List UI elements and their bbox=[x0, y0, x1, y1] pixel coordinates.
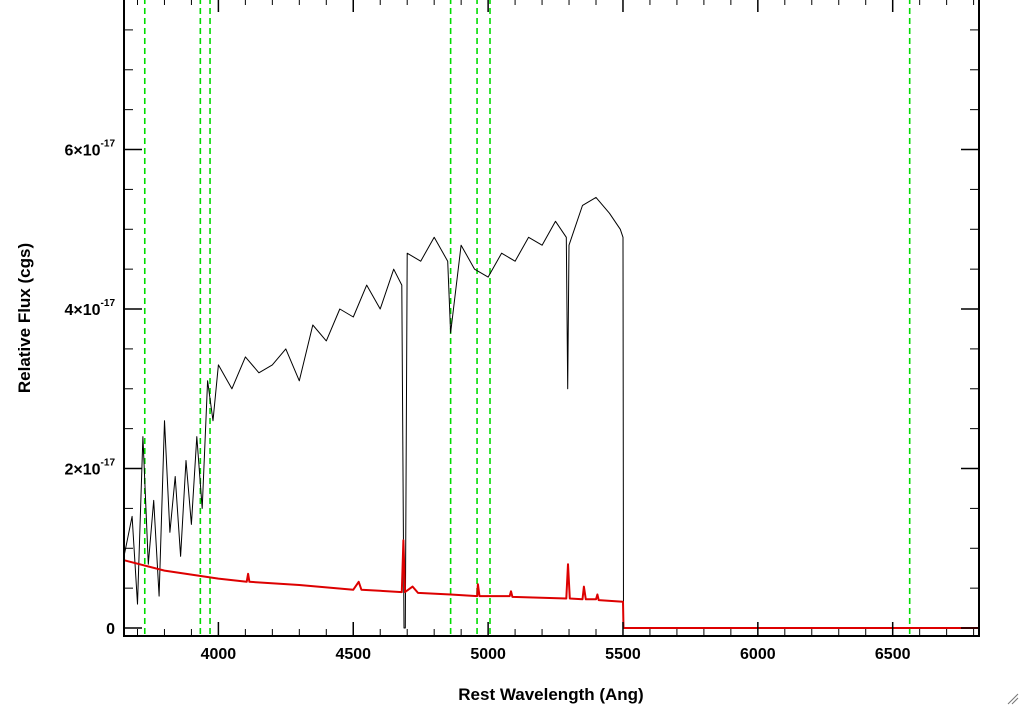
x-axis-ticks: 4000 4500 5000 5500 6000 6500 bbox=[136, 0, 975, 663]
x-tick-label: 5000 bbox=[470, 646, 506, 663]
series-layer bbox=[123, 196, 979, 629]
x-tick-label: 6500 bbox=[875, 646, 911, 663]
y-axis-title: Relative Flux (cgs) bbox=[15, 243, 34, 393]
x-tick-label: 4000 bbox=[201, 646, 237, 663]
y-tick-label: 6×10-17 bbox=[65, 139, 116, 160]
x-axis-title: Rest Wavelength (Ang) bbox=[458, 685, 643, 704]
y-tick-label: 4×10-17 bbox=[65, 298, 116, 319]
spectrum-series-line bbox=[123, 196, 979, 629]
reference-lines bbox=[143, 0, 911, 636]
model-series-line bbox=[123, 539, 979, 629]
x-tick-label: 4500 bbox=[335, 646, 371, 663]
x-tick-label: 5500 bbox=[605, 646, 641, 663]
y-tick-label: 0 bbox=[106, 621, 115, 638]
x-tick-label: 6000 bbox=[740, 646, 776, 663]
plot-frame bbox=[123, 0, 980, 637]
y-tick-label: 2×10-17 bbox=[65, 458, 116, 479]
y-axis-ticks: 0 2×10-17 4×10-17 6×10-17 bbox=[65, 29, 979, 638]
resize-grip-icon[interactable] bbox=[1007, 693, 1019, 705]
